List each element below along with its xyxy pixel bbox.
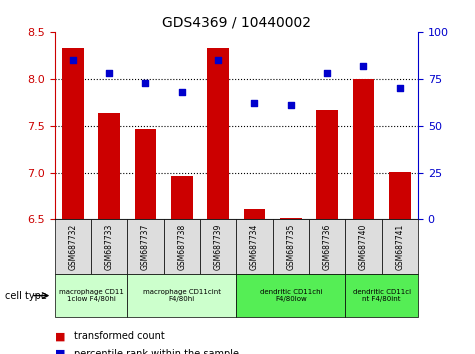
Bar xyxy=(280,218,302,219)
Text: dendritic CD11chi
F4/80low: dendritic CD11chi F4/80low xyxy=(259,289,322,302)
Text: GSM687734: GSM687734 xyxy=(250,224,259,270)
Bar xyxy=(62,48,84,219)
Bar xyxy=(244,209,266,219)
Point xyxy=(251,100,258,106)
Point xyxy=(323,70,331,76)
Text: GSM687741: GSM687741 xyxy=(395,224,404,270)
Text: transformed count: transformed count xyxy=(74,331,164,341)
Point xyxy=(69,57,76,63)
Text: GSM687735: GSM687735 xyxy=(286,224,295,270)
Point xyxy=(214,57,222,63)
Text: macrophage CD11cint
F4/80hi: macrophage CD11cint F4/80hi xyxy=(143,289,221,302)
Bar xyxy=(316,110,338,219)
Point xyxy=(142,80,149,85)
Point xyxy=(178,89,186,95)
Point xyxy=(396,85,404,91)
Title: GDS4369 / 10440002: GDS4369 / 10440002 xyxy=(162,15,311,29)
Text: ■: ■ xyxy=(55,331,65,341)
Text: GSM687736: GSM687736 xyxy=(323,224,332,270)
Bar xyxy=(134,130,156,219)
Text: GSM687739: GSM687739 xyxy=(214,224,223,270)
Bar xyxy=(98,113,120,219)
Text: macrophage CD11
1clow F4/80hi: macrophage CD11 1clow F4/80hi xyxy=(58,289,124,302)
Bar xyxy=(389,172,411,219)
Bar xyxy=(171,176,193,219)
Point xyxy=(360,63,367,68)
Text: ■: ■ xyxy=(55,349,65,354)
Text: percentile rank within the sample: percentile rank within the sample xyxy=(74,349,238,354)
Bar xyxy=(207,48,229,219)
Bar xyxy=(352,79,374,219)
Text: cell type: cell type xyxy=(5,291,47,301)
Text: dendritic CD11ci
nt F4/80int: dendritic CD11ci nt F4/80int xyxy=(352,289,411,302)
Point xyxy=(105,70,113,76)
Text: GSM687732: GSM687732 xyxy=(68,224,77,270)
Text: GSM687737: GSM687737 xyxy=(141,224,150,270)
Text: GSM687733: GSM687733 xyxy=(104,224,114,270)
Text: GSM687740: GSM687740 xyxy=(359,224,368,270)
Text: GSM687738: GSM687738 xyxy=(177,224,186,270)
Point xyxy=(287,102,294,108)
